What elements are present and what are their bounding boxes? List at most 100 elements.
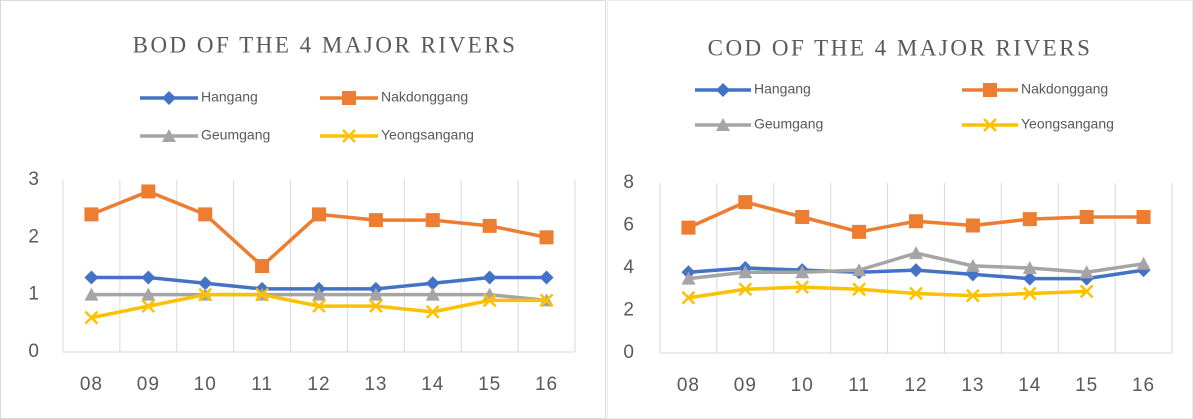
marker	[1079, 284, 1094, 299]
marker	[141, 299, 156, 314]
y-tick-label: 0	[623, 342, 635, 363]
marker	[852, 263, 867, 277]
chart-title: COD OF THE 4 MAJOR RIVERS	[708, 35, 1093, 60]
x-tick-label: 12	[307, 374, 330, 395]
chart-title: BOD OF THE 4 MAJOR RIVERS	[133, 32, 518, 57]
marker	[312, 299, 326, 314]
y-tick-label: 4	[623, 257, 635, 278]
x-tick-label: 15	[1075, 375, 1098, 396]
y-tick-label: 3	[28, 169, 40, 190]
legend-marker	[983, 118, 997, 132]
x-tick-label: 14	[421, 374, 444, 395]
legend-label: Hangang	[201, 89, 258, 105]
legend-label: Geumgang	[201, 127, 270, 143]
marker	[738, 265, 753, 279]
legend-marker	[162, 91, 176, 105]
marker	[795, 280, 810, 295]
marker	[482, 218, 497, 233]
marker	[1022, 261, 1037, 274]
marker	[425, 213, 440, 228]
x-tick-label: 08	[80, 374, 103, 395]
marker	[198, 276, 213, 291]
marker	[909, 263, 923, 278]
x-tick-label: 15	[478, 374, 501, 395]
marker	[966, 288, 980, 303]
marker	[965, 218, 980, 233]
marker	[681, 220, 696, 235]
y-tick-label: 8	[623, 172, 635, 193]
marker	[368, 287, 383, 301]
x-tick-label: 12	[904, 375, 927, 396]
marker	[312, 207, 326, 222]
marker	[852, 224, 867, 239]
marker	[1022, 212, 1037, 227]
marker	[681, 290, 696, 305]
legend-label: Nakdonggang	[1021, 81, 1108, 97]
marker	[425, 276, 440, 291]
legend-label: Yeongsangang	[1021, 116, 1114, 132]
marker	[795, 265, 810, 279]
x-tick-label: 08	[677, 375, 700, 396]
marker	[1136, 256, 1151, 270]
marker	[795, 210, 810, 224]
legend-marker	[983, 83, 997, 97]
marker	[255, 259, 270, 273]
y-tick-label: 1	[28, 284, 40, 305]
marker	[482, 270, 497, 285]
line	[688, 285, 1087, 300]
marker	[1022, 286, 1037, 301]
marker	[84, 310, 99, 325]
x-tick-label: 14	[1018, 375, 1041, 396]
marker	[909, 246, 923, 260]
legend-marker	[342, 129, 356, 143]
marker	[141, 184, 156, 199]
marker	[368, 213, 383, 228]
marker	[738, 282, 753, 297]
marker	[1136, 210, 1151, 224]
marker	[425, 304, 440, 319]
marker	[1022, 271, 1037, 286]
y-tick-label: 6	[623, 215, 635, 236]
marker	[909, 214, 923, 229]
marker	[482, 293, 497, 308]
marker	[198, 287, 213, 302]
marker	[141, 270, 156, 285]
marker	[84, 287, 99, 301]
x-tick-label: 13	[961, 375, 984, 396]
marker	[141, 287, 156, 301]
x-tick-label: 13	[364, 374, 387, 395]
x-tick-label: 16	[535, 374, 558, 395]
legend-label: Yeongsangang	[381, 127, 474, 143]
marker	[312, 287, 326, 301]
x-tick-label: 09	[137, 374, 160, 395]
y-tick-label: 0	[28, 341, 40, 362]
legend-marker	[716, 83, 730, 97]
panel-border	[607, 0, 1193, 419]
marker	[1079, 265, 1094, 279]
marker	[738, 195, 753, 210]
marker	[198, 207, 213, 222]
marker	[965, 258, 980, 272]
x-tick-label: 10	[194, 374, 217, 395]
legend-label: Hangang	[754, 81, 811, 97]
marker	[84, 207, 99, 222]
marker	[425, 287, 440, 301]
legend-marker	[716, 118, 730, 131]
x-tick-label: 11	[848, 375, 870, 396]
legend-label: Geumgang	[754, 116, 823, 132]
marker	[539, 230, 554, 245]
legend-marker	[342, 91, 356, 105]
marker	[255, 287, 269, 302]
x-tick-label: 11	[251, 374, 273, 395]
y-tick-label: 2	[28, 226, 40, 247]
line	[90, 189, 547, 268]
marker	[369, 299, 383, 314]
x-tick-label: 10	[791, 375, 814, 396]
marker	[539, 270, 554, 285]
marker	[681, 271, 696, 285]
x-tick-label: 16	[1132, 375, 1155, 396]
x-tick-label: 09	[734, 375, 757, 396]
marker	[1079, 210, 1094, 224]
legend-marker	[162, 129, 176, 142]
